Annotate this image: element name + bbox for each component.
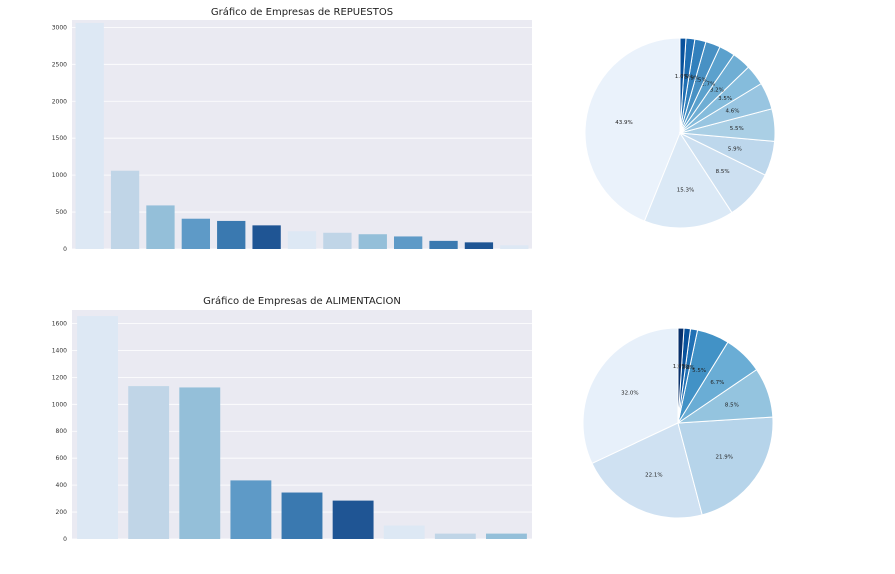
y-tick-label: 0: [63, 536, 67, 543]
y-tick-label: 600: [56, 455, 68, 462]
pie-slice: [591, 422, 703, 519]
pie-slice-label: 6.7%: [710, 380, 724, 386]
pie-slice: [677, 327, 685, 424]
pie-slice-label: 4.6%: [725, 109, 739, 115]
y-tick-label: 1000: [52, 401, 67, 408]
pie-slice-label: 1.0%: [675, 74, 689, 80]
pie-slice-label: 3.5%: [718, 96, 732, 102]
bar: [281, 492, 323, 539]
pie-slice: [677, 416, 774, 516]
pie-slice: [643, 131, 733, 229]
chart-title-repuestos: Gráfico de Empresas de REPUESTOS: [211, 6, 393, 18]
bar: [75, 22, 104, 250]
y-tick-label: 1500: [52, 135, 67, 142]
pie-slice-label: 5.5%: [692, 368, 706, 374]
y-tick-label: 2000: [52, 98, 67, 105]
y-tick-label: 0: [63, 246, 67, 253]
pie-slice-label: 5.9%: [728, 146, 742, 152]
y-tick-label: 500: [56, 209, 68, 216]
pie-slice-label: 2.7%: [701, 81, 715, 87]
chart-title-alimentacion: Gráfico de Empresas de ALIMENTACION: [203, 295, 401, 307]
bar: [146, 205, 175, 249]
pie-slice-label: 1.9%: [685, 75, 699, 81]
bar: [323, 232, 352, 249]
pie-slice-label: 1.2%: [681, 365, 695, 371]
pie-slice-label: 8.5%: [725, 403, 739, 409]
pie-slice: [582, 327, 679, 465]
bar: [383, 525, 425, 539]
plot-area: [72, 20, 532, 249]
y-tick-label: 3000: [52, 24, 67, 31]
bar: [128, 386, 170, 539]
pie-slice: [679, 37, 687, 134]
bar: [230, 480, 272, 539]
y-tick-label: 800: [56, 428, 68, 435]
bar: [464, 242, 494, 249]
bar: [252, 225, 281, 249]
bar: [217, 220, 246, 249]
y-tick-label: 200: [56, 509, 68, 516]
y-tick-label: 1400: [52, 347, 67, 354]
pie-slice-label: 43.9%: [615, 120, 632, 126]
bar: [358, 234, 387, 249]
pie-slice-label: 8.5%: [716, 169, 730, 175]
bar: [77, 316, 118, 539]
pie-slice-label: 1.1%: [677, 364, 691, 370]
pie-chart-alimentacion: 32.0% 22.1% 21.9% 8.5% 6.7% 5.5%1.2%1.1%1.0%: [582, 327, 774, 519]
bar: [434, 533, 476, 539]
y-tick-label: 1000: [52, 172, 67, 179]
bar: [110, 170, 140, 249]
bar: [500, 245, 529, 249]
pie-slice-label: 15.3%: [677, 188, 694, 194]
pie-slice-label: 32.0%: [621, 390, 638, 396]
pie-slice-label: 22.1%: [645, 473, 662, 479]
pie-slice-label: 1.5%: [679, 74, 693, 80]
pie-slice-label: 2.5%: [693, 78, 707, 84]
bar: [394, 236, 423, 249]
bar: [287, 231, 317, 249]
bar: [429, 240, 458, 249]
bar: [181, 218, 210, 249]
bar: [486, 533, 527, 539]
pie-slice-label: 3.2%: [710, 88, 724, 94]
pie-slice: [584, 37, 681, 222]
bar: [179, 387, 221, 539]
bar-chart-repuestos: Gráfico de Empresas de REPUESTOS 0 500 100…: [52, 6, 532, 253]
y-tick-label: 400: [56, 482, 68, 489]
pie-slice-label: 1.0%: [673, 364, 687, 370]
pie-chart-repuestos: 43.9% 15.3% 8.5% 5.9% 5.5% 4.6% 3.5% 3.2%2.7%2.…: [584, 37, 776, 229]
y-tick-label: 1600: [52, 320, 67, 327]
y-tick-label: 2500: [52, 61, 67, 68]
y-tick-label: 1200: [52, 374, 67, 381]
bar: [332, 500, 374, 539]
pie-slice-label: 5.5%: [730, 126, 744, 132]
bar-chart-alimentacion: Gráfico de Empresas de ALIMENTACION 0 200…: [52, 295, 532, 543]
pie-slice-label: 21.9%: [715, 454, 732, 460]
